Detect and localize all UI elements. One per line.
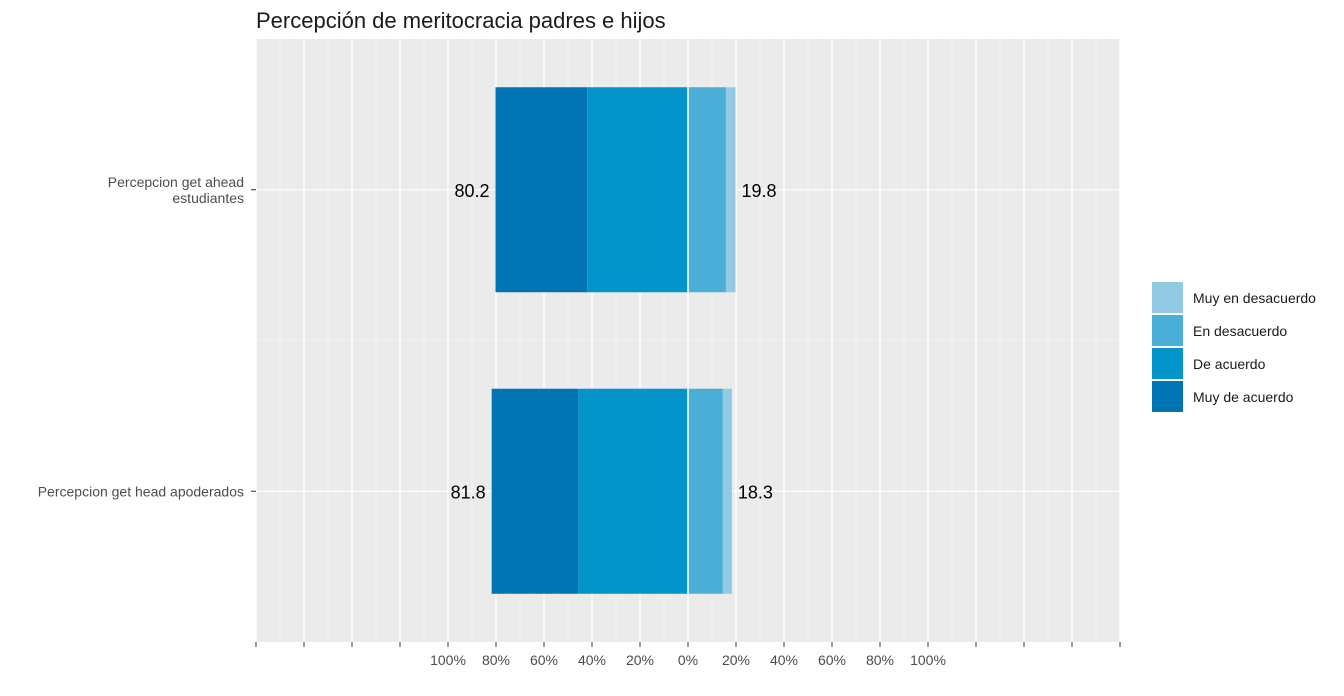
chart-title: Percepción de meritocracia padres e hijo… xyxy=(256,8,666,33)
legend-key-muy-de-acuerdo xyxy=(1152,381,1183,412)
x-tick-label: 60% xyxy=(818,652,846,668)
bar-segment xyxy=(688,87,726,293)
legend-label: Muy en desacuerdo xyxy=(1193,289,1316,306)
legend: Muy en desacuerdo En desacuerdo De acuer… xyxy=(1152,281,1316,413)
bars xyxy=(491,87,736,594)
bar-segment xyxy=(688,388,723,594)
x-tick-label: 20% xyxy=(626,652,654,668)
data-label-left: 80.2 xyxy=(454,181,489,201)
bar-segment xyxy=(491,388,579,594)
legend-item: De acuerdo xyxy=(1152,347,1316,380)
x-tick-label: 80% xyxy=(482,652,510,668)
y-axis-labels: Percepcion get ahead estudiantes Percepcio… xyxy=(38,174,256,499)
y-tick-label: Percepcion get head apoderados xyxy=(38,483,244,499)
data-label-left: 81.8 xyxy=(451,482,486,502)
x-tick-label: 100% xyxy=(910,652,946,668)
y-tick-label: Percepcion get ahead estudiantes xyxy=(108,174,244,206)
x-tick-label: 80% xyxy=(866,652,894,668)
x-tick-label: 40% xyxy=(578,652,606,668)
legend-label: Muy de acuerdo xyxy=(1193,388,1294,405)
legend-key-de-acuerdo xyxy=(1152,348,1183,379)
bar-segment xyxy=(725,87,736,293)
x-axis: 100% 80% 60% 40% 20% 0% 20% 40% 60% 80% 100% xyxy=(255,642,1121,668)
bar-segment xyxy=(722,388,732,594)
x-tick-label: 40% xyxy=(770,652,798,668)
x-tick-label: 60% xyxy=(530,652,558,668)
legend-item: Muy de acuerdo xyxy=(1152,380,1316,413)
x-tick-label: 0% xyxy=(678,652,698,668)
data-label-right: 19.8 xyxy=(742,181,777,201)
legend-item: En desacuerdo xyxy=(1152,314,1316,347)
legend-label: De acuerdo xyxy=(1193,355,1266,372)
x-tick-label: 20% xyxy=(722,652,750,668)
x-tick-label: 100% xyxy=(430,652,466,668)
legend-label: En desacuerdo xyxy=(1193,322,1288,339)
legend-item: Muy en desacuerdo xyxy=(1152,281,1316,314)
legend-key-muy-en-desacuerdo xyxy=(1152,282,1183,313)
bar-segment xyxy=(495,87,588,293)
data-label-right: 18.3 xyxy=(738,482,773,502)
legend-key-en-desacuerdo xyxy=(1152,315,1183,346)
data-labels: 80.2 19.8 81.8 18.3 xyxy=(451,181,777,503)
bar-segment xyxy=(578,388,688,594)
bar-segment xyxy=(587,87,688,293)
